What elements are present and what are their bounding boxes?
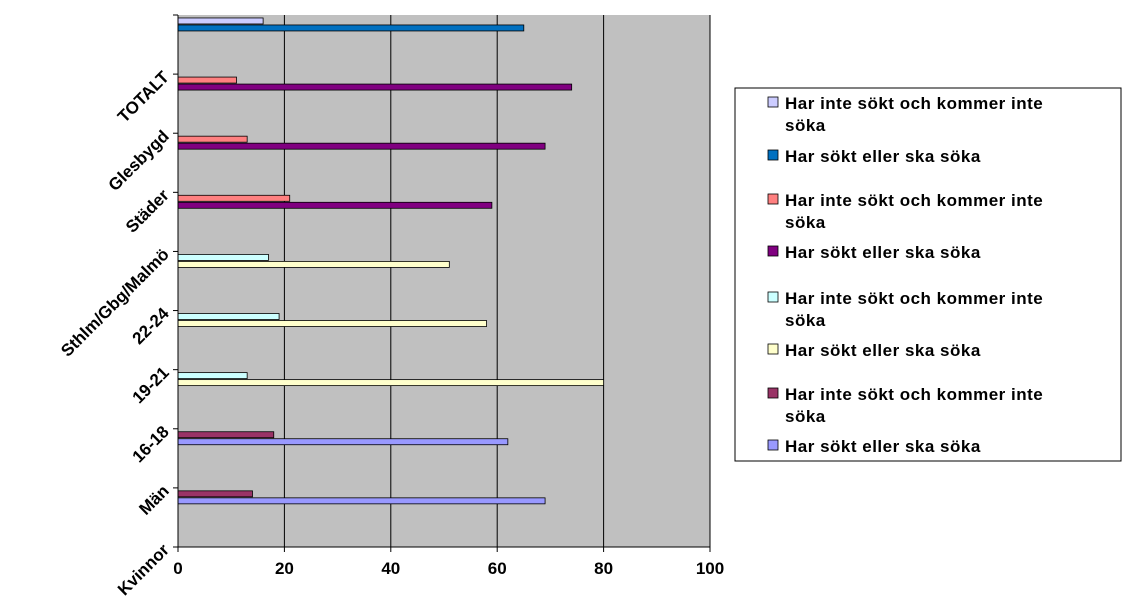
bar [177,497,546,505]
legend-label: Har inte sökt och kommer inte [785,385,1043,404]
bar [177,313,280,320]
legend-swatch [767,291,779,303]
legend-label: söka [785,311,826,330]
legend-swatch [767,439,779,451]
bar [177,253,269,261]
category-label: TOTALT [114,67,173,126]
legend-label: Har inte sökt och kommer inte [785,94,1043,113]
category-label: 19-21 [129,363,173,407]
legend-label: Har sökt eller ska söka [785,147,981,166]
legend-label: Har sökt eller ska söka [785,341,981,360]
bar [177,490,253,498]
legend-label: Har inte sökt och kommer inte [785,289,1043,308]
category-label: 22-24 [129,304,174,349]
legend-swatch [767,149,779,161]
bar [177,142,546,150]
legend-label: Har sökt eller ska söka [785,243,981,262]
legend-swatch [767,245,779,257]
category-label: 16-18 [129,422,173,466]
legend-swatch [767,387,779,399]
legend-box [734,87,1122,462]
bar [177,260,450,268]
category-label: Kvinnor [114,540,173,597]
plot-area [178,15,710,547]
bar [177,135,248,143]
bar [177,201,493,209]
x-tick-label: 0 [173,559,182,578]
legend-label: söka [785,407,826,426]
legend-swatch [767,193,779,205]
bar [177,431,275,439]
legend-swatch [767,96,779,108]
x-tick-label: 60 [488,559,507,578]
x-tick-label: 20 [275,559,294,578]
legend-label: söka [785,116,826,135]
legend-label: Har sökt eller ska söka [785,437,981,456]
category-label: Städer [122,185,173,236]
bar [177,194,291,202]
category-label: Män [135,481,172,518]
bar [177,379,605,387]
bar [177,83,573,91]
x-tick-label: 40 [381,559,400,578]
category-label: Glesbygd [105,127,173,195]
bar [177,76,237,84]
bar [177,320,487,327]
bar [177,17,264,25]
bar [177,24,525,32]
x-tick-label: 80 [594,559,613,578]
bar [177,372,248,380]
legend-swatch [767,343,779,355]
legend-label: Har inte sökt och kommer inte [785,191,1043,210]
bar [177,438,509,446]
x-tick-label: 100 [696,559,724,578]
legend-label: söka [785,213,826,232]
category-label: Sthlm/Gbg/Malmö [57,245,173,361]
